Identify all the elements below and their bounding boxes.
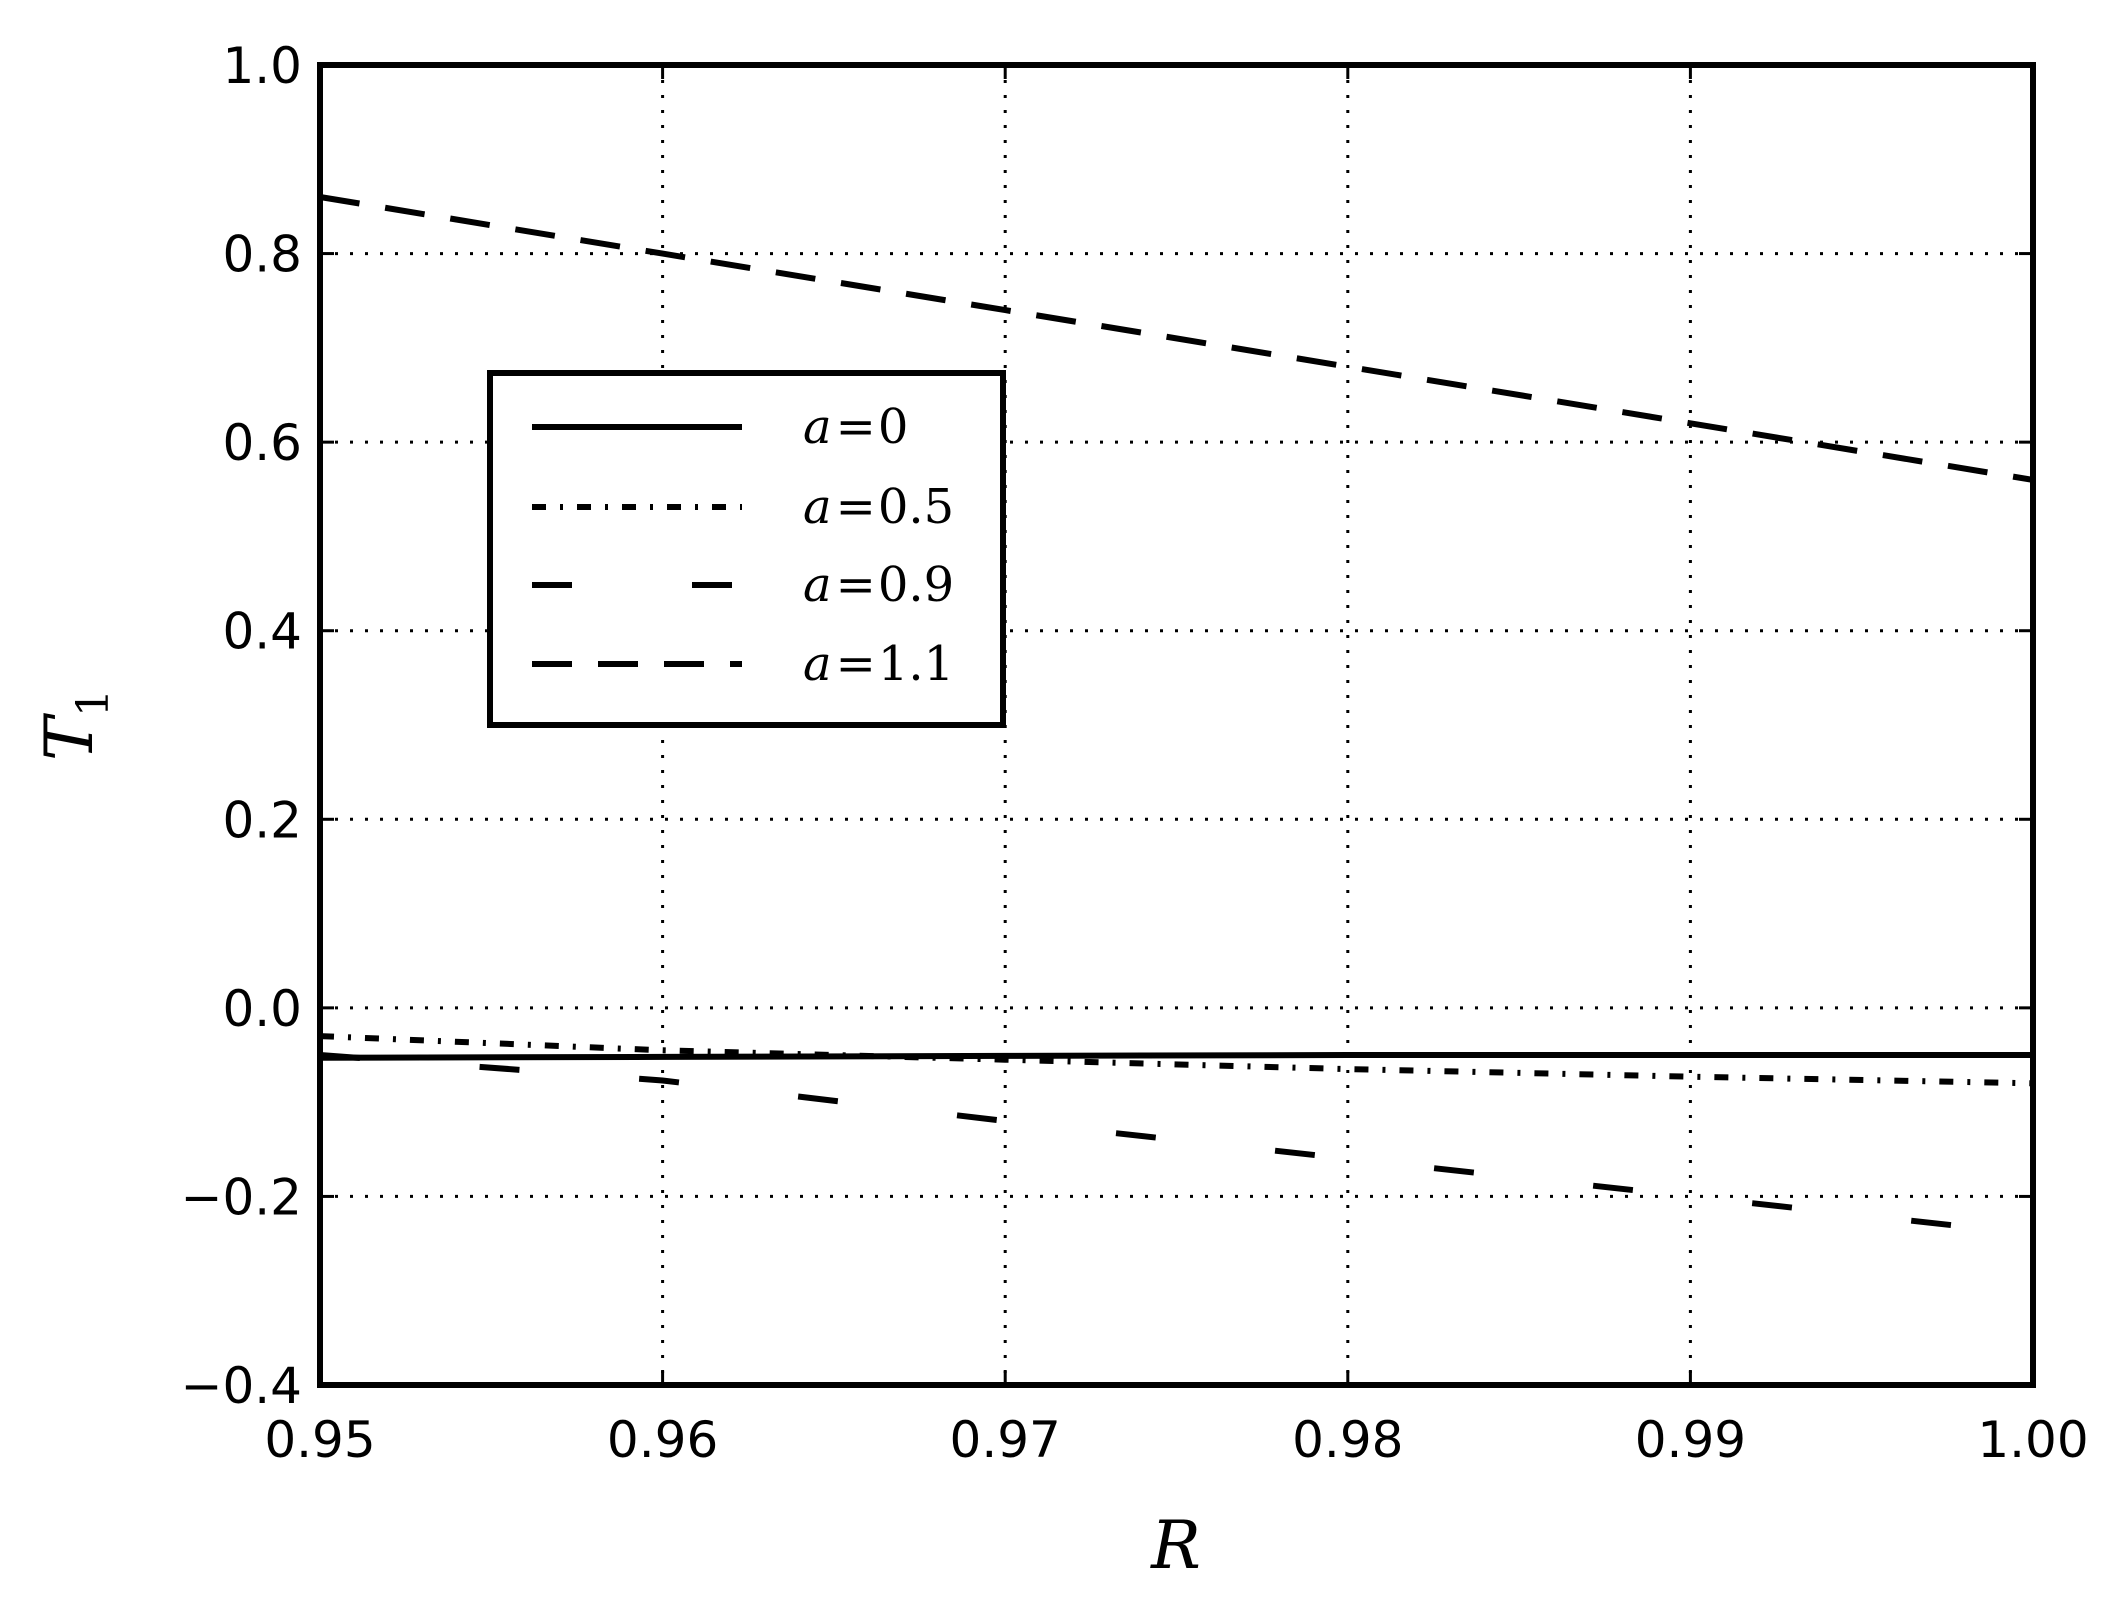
x-axis-label: R (1150, 1507, 1201, 1584)
y-tick-label: 1.0 (222, 37, 302, 95)
x-tick-label: 0.96 (607, 1411, 718, 1469)
legend-frame (487, 370, 1006, 728)
svg-text:T1: T1 (31, 689, 119, 761)
series-lines (319, 194, 2034, 1238)
y-tick-labels: −0.4 −0.2 0.0 0.2 0.4 0.6 0.8 1.0 (181, 37, 302, 1415)
y-tick-label: −0.2 (181, 1168, 302, 1226)
y-tick-label: 0.4 (222, 603, 302, 661)
legend-label-2: a=0.9 (803, 557, 954, 613)
x-tick-label: 0.97 (950, 1411, 1061, 1469)
y-tick-label: 0.8 (222, 226, 302, 284)
axis-ticks (318, 63, 2035, 1387)
x-tick-label: 1.00 (1977, 1411, 2088, 1469)
y-tick-label: 0.6 (222, 414, 302, 472)
legend-label-3: a=1.1 (803, 636, 954, 692)
x-tick-label: 0.98 (1292, 1411, 1403, 1469)
x-tick-label: 0.99 (1635, 1411, 1746, 1469)
y-axis-label-main: T (31, 712, 108, 761)
plot-frame (317, 62, 2036, 1388)
legend: a=0 a=0.5 a=0.9 a=1.1 (487, 370, 1006, 728)
y-tick-label: 0.2 (222, 791, 302, 849)
series-line-3 (319, 194, 2034, 483)
y-axis-label-subscript: 1 (68, 689, 119, 717)
x-tick-labels: 0.95 0.96 0.97 0.98 0.99 1.00 (264, 1411, 2088, 1469)
legend-label-1: a=0.5 (803, 479, 954, 535)
legend-label-0: a=0 (803, 399, 908, 455)
y-tick-label: 0.0 (222, 980, 302, 1038)
series-line-0 (319, 1052, 2033, 1061)
y-tick-label: −0.4 (181, 1357, 302, 1415)
y-axis-label: T1 (31, 689, 119, 761)
x-tick-label: 0.95 (264, 1411, 375, 1469)
series-line-1 (319, 1033, 2034, 1087)
